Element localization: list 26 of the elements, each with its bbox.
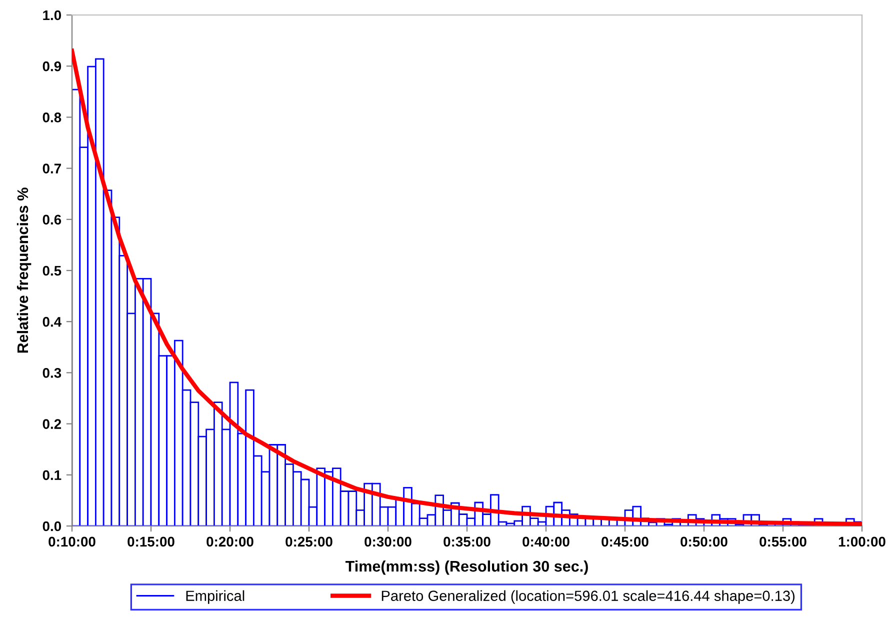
y-tick-label: 0.1 [42,470,62,480]
y-tick-label: 0.8 [42,112,62,122]
y-tick-label: 0.6 [42,214,62,225]
x-tick-label: 0:45:00 [602,536,648,547]
x-tick-label: 0:50:00 [680,536,728,547]
x-tick-label: 0:25:00 [286,536,332,547]
x-tick-label: 1:00:00 [838,536,886,547]
x-tick-label: 0:55:00 [760,536,806,547]
y-tick-label: 0.3 [42,368,62,378]
x-tick-label: 0:20:00 [206,536,254,547]
x-tick-label: 0:10:00 [48,536,96,547]
y-tick-label: 1.0 [43,10,62,20]
y-tick-label: 0.4 [42,316,62,327]
y-tick-label: 0.9 [42,61,62,72]
y-tick-label: 0.2 [42,419,62,429]
legend-label: Pareto Generalized (location=596.01 scale=416.44 shape=0.13) [382,590,795,604]
y-axis-title: Relative frequencies % [16,188,32,353]
y-tick-label: 0.0 [42,521,62,532]
x-tick-label: 0:40:00 [522,536,570,547]
x-tick-label: 0:30:00 [364,536,412,547]
x-tick-label: 0:35:00 [444,536,490,547]
legend-label: Empirical [186,590,244,604]
x-axis-title: Time(mm:ss) (Resolution 30 sec.) [345,560,588,575]
x-tick-label: 0:15:00 [128,536,174,547]
y-tick-label: 0.5 [42,266,62,276]
y-tick-label: 0.7 [42,164,61,174]
